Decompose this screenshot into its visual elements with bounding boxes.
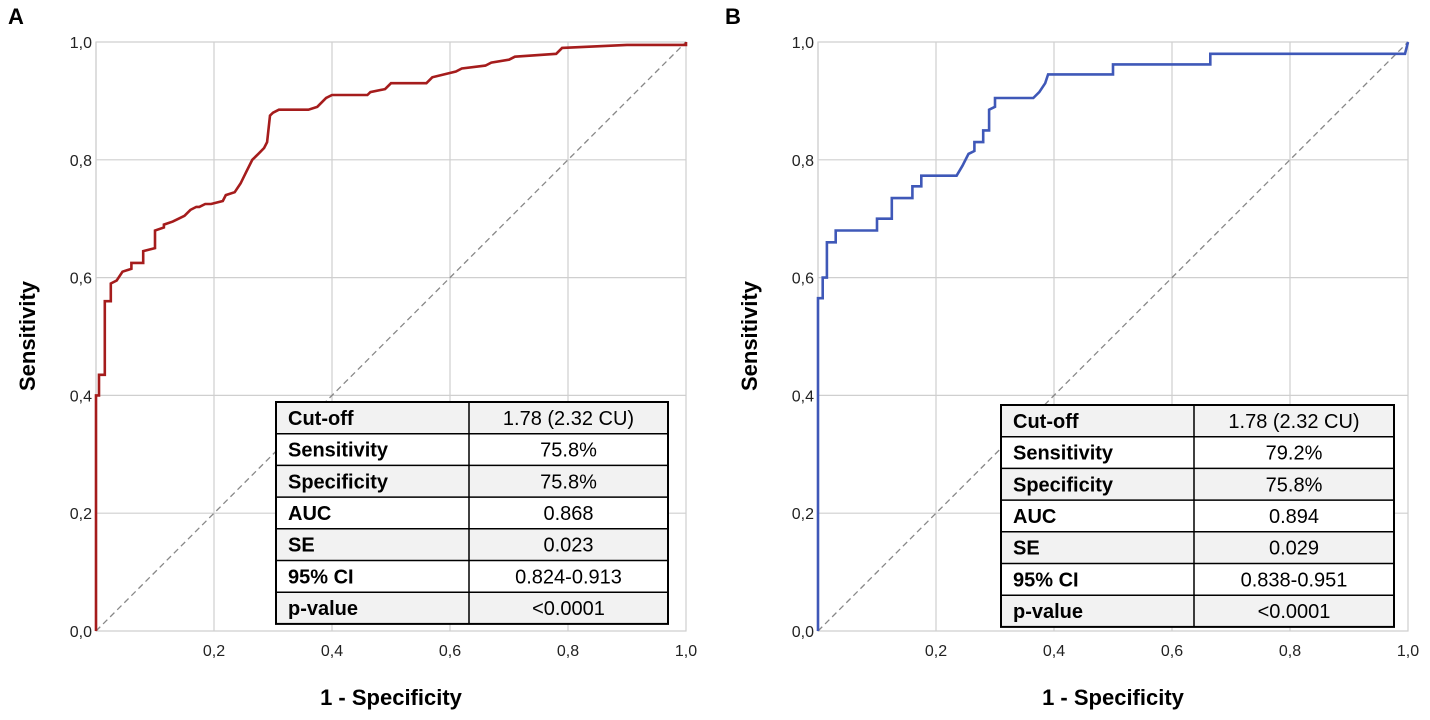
x-tick-label: 0,4 [321, 643, 343, 660]
table-row-bg [276, 497, 668, 529]
table-row-value: 75.8% [540, 471, 597, 493]
table-row-bg [276, 560, 668, 593]
y-tick-label: 0,2 [70, 506, 92, 523]
table-row-label: Sensitivity [1013, 443, 1114, 465]
table-row-bg [276, 528, 668, 561]
table-row-value: 0.868 [543, 503, 593, 525]
y-tick-label: 0,4 [792, 388, 814, 405]
y-tick-label: 1,0 [792, 35, 814, 52]
table-row-bg [276, 433, 668, 466]
y-tick-label: 0,6 [792, 271, 814, 288]
table-row-label: AUC [288, 503, 331, 525]
table-row-value: 75.8% [1266, 474, 1323, 496]
table-row-value: 1.78 (2.32 CU) [503, 408, 634, 430]
table-border [1000, 404, 1395, 628]
table-row-label: 95% CI [288, 566, 354, 588]
reference-diagonal-line [817, 41, 1409, 632]
table-row-bg [1001, 595, 1394, 627]
table-row-value: <0.0001 [532, 598, 605, 620]
x-tick-label: 0,6 [1161, 643, 1183, 660]
table-row-value: 0.838-0.951 [1241, 569, 1348, 591]
table-border [275, 401, 669, 625]
table-row-bg [1001, 436, 1394, 469]
y-tick-label: 1,0 [70, 35, 92, 52]
table-row-bg [1001, 468, 1394, 501]
stats-table: Cut-off 1.78 (2.32 CU) Sensitivity 79.2% Spe… [1000, 404, 1395, 628]
stats-table: Cut-off 1.78 (2.32 CU) Sensitivity 75.8% Spe… [275, 401, 669, 625]
table-row-label: 95% CI [1013, 569, 1079, 591]
reference-diagonal-line [95, 41, 687, 632]
table-row-bg [276, 402, 668, 434]
table-row-value: 1.78 (2.32 CU) [1228, 411, 1359, 433]
table-row-bg [1001, 405, 1394, 437]
panel-label: A [8, 4, 24, 29]
roc-curve-line [816, 41, 1410, 631]
y-tick-label: 0,4 [70, 388, 92, 405]
y-tick-label: 0,2 [792, 506, 814, 523]
table-row-value: 75.8% [540, 440, 597, 462]
y-tick-label: 0,6 [70, 271, 92, 288]
x-tick-label: 0,2 [203, 643, 225, 660]
x-tick-label: 1,0 [1397, 643, 1419, 660]
x-tick-label: 0,4 [1043, 643, 1065, 660]
y-tick-label: 0,8 [70, 153, 92, 170]
table-row-label: SE [288, 535, 315, 557]
x-tick-label: 0,8 [1279, 643, 1301, 660]
table-row-bg [1001, 500, 1394, 532]
table-row-value: 0.824-0.913 [515, 566, 622, 588]
panel-label: B [725, 4, 741, 29]
y-tick-label: 0,8 [792, 153, 814, 170]
x-tick-label: 0,2 [925, 643, 947, 660]
table-row-value: 0.029 [1269, 538, 1319, 560]
roc-panel-b: 0,0 0,2 0,4 0,6 0,8 1,0 0,2 0,4 0,6 0,8 1,0 B 1 - Sp… [725, 4, 1419, 710]
table-row-label: SE [1013, 538, 1040, 560]
table-row-label: p-value [288, 598, 358, 620]
table-row-label: Cut-off [1013, 411, 1079, 433]
table-row-bg [1001, 563, 1394, 596]
table-row-label: Sensitivity [288, 440, 389, 462]
y-axis-title: Sensitivity [737, 280, 762, 391]
roc-panel-a: 0,0 0,2 0,4 0,6 0,8 1,0 0,2 0,4 0,6 0,8 1,0 A 1 - Sp… [8, 4, 697, 710]
table-row-value: <0.0001 [1258, 601, 1331, 623]
x-tick-label: 0,6 [439, 643, 461, 660]
table-row-value: 0.894 [1269, 506, 1319, 528]
table-row-value: 79.2% [1266, 443, 1323, 465]
table-row-label: AUC [1013, 506, 1056, 528]
table-row-label: Specificity [1013, 474, 1114, 496]
x-axis-title: 1 - Specificity [320, 685, 463, 710]
table-row-bg [1001, 531, 1394, 564]
x-tick-label: 1,0 [675, 643, 697, 660]
table-row-bg [276, 465, 668, 498]
table-row-label: Specificity [288, 471, 389, 493]
x-tick-label: 0,8 [557, 643, 579, 660]
table-row-value: 0.023 [543, 535, 593, 557]
roc-curve-line [94, 42, 688, 631]
x-axis-title: 1 - Specificity [1042, 685, 1185, 710]
y-tick-label: 0,0 [70, 624, 92, 641]
y-tick-label: 0,0 [792, 624, 814, 641]
table-row-label: p-value [1013, 601, 1083, 623]
table-row-label: Cut-off [288, 408, 354, 430]
y-axis-title: Sensitivity [15, 280, 40, 391]
table-row-bg [276, 592, 668, 624]
